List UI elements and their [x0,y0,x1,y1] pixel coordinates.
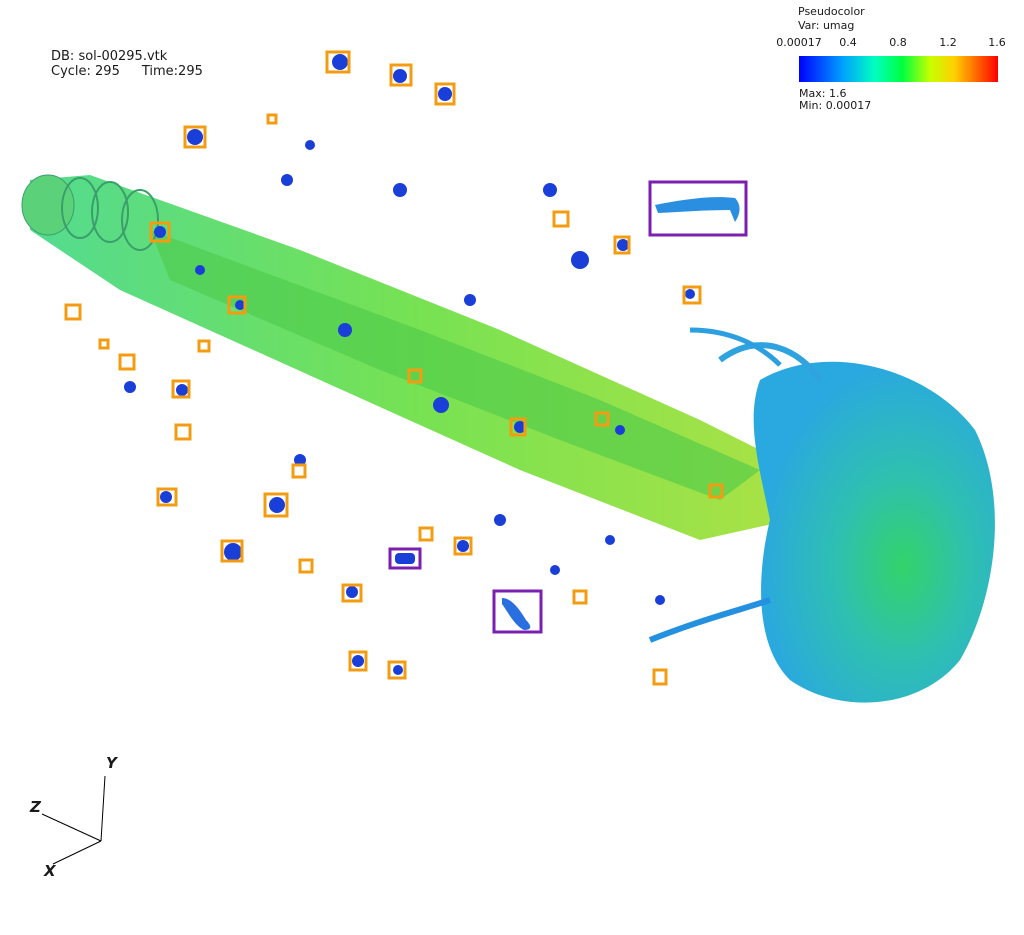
droplets [124,54,695,675]
purple-box-contents [395,197,740,630]
legend-ticks: 0.00017 0.4 0.8 1.2 1.6 [770,37,1010,49]
legend-variable: Var: umag [798,19,855,32]
legend-max: Max: 1.6 [799,87,847,100]
jet-head [648,327,995,703]
legend-tick: 0.8 [889,36,907,49]
jet-body [21,174,800,540]
x-axis-label: X [44,862,56,880]
legend-min: Min: 0.00017 [799,99,872,112]
z-axis-label: Z [30,798,41,816]
legend-tick: 0.4 [839,36,857,49]
time-label: Time:295 [141,64,203,79]
cycle-label: Cycle: 295 [51,64,120,79]
colorbar [799,56,998,82]
legend-tick: 1.6 [988,36,1006,49]
y-axis-label: Y [106,754,117,772]
cycle-time-line: Cycle: 295 Time:295 [51,64,203,79]
purple-annotation-boxes [388,180,748,634]
db-name: DB: sol-00295.vtk [51,49,168,64]
legend-title: Pseudocolor [798,5,865,18]
axis-triad [41,775,106,865]
legend-tick: 1.2 [939,36,957,49]
orange-annotation-boxes [64,50,724,686]
legend-tick: 0.00017 [776,36,822,49]
database-info: DB: sol-00295.vtk Cycle: 295 Time:295 [51,49,203,79]
